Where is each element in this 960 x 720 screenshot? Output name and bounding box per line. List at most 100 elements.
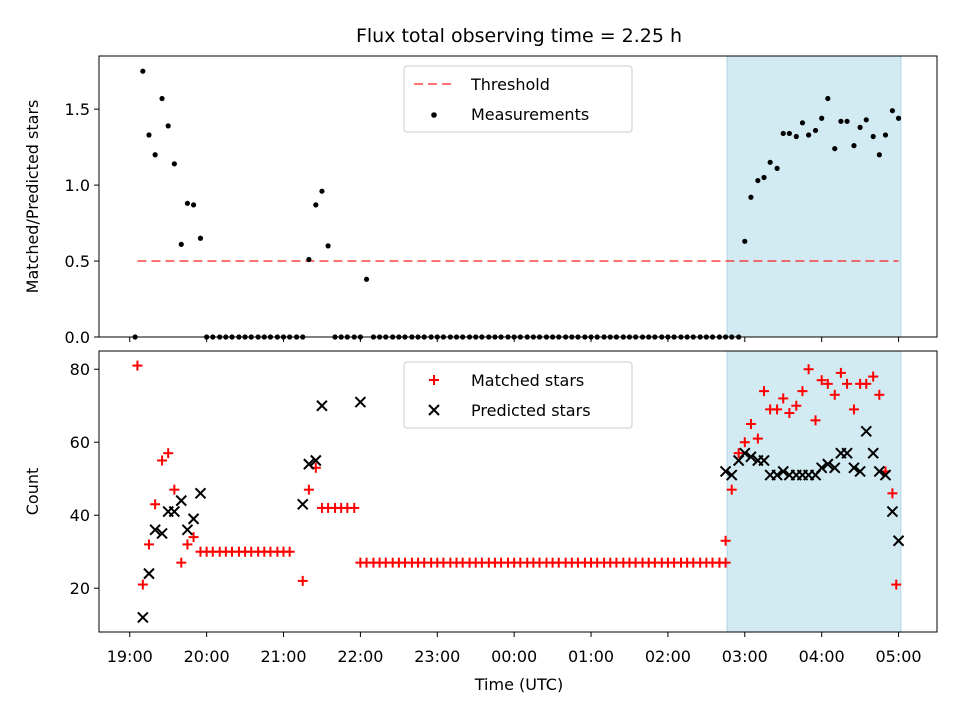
matched-star-point (733, 448, 744, 459)
matched-star-point (303, 484, 314, 495)
predicted-star-point (316, 400, 328, 412)
measurement-point (190, 202, 197, 208)
count-y-tick-label: 20 (70, 579, 90, 598)
predicted-legend-label: Predicted stars (471, 401, 591, 420)
x-tick-label: 03:00 (722, 647, 768, 666)
measurement-point (761, 174, 767, 181)
measurement-point (844, 118, 850, 124)
measurement-point (786, 130, 792, 137)
predicted-star-point (181, 524, 194, 536)
matched-star-point (797, 386, 808, 397)
measurement-point (152, 152, 158, 158)
x-tick-label: 01:00 (568, 647, 614, 666)
matched-star-point (848, 404, 859, 415)
x-tick-label: 04:00 (799, 647, 845, 666)
matched-star-point (182, 539, 193, 550)
measurement-point (882, 132, 889, 138)
x-tick-label: 05:00 (876, 647, 922, 666)
matched-star-point (137, 579, 148, 590)
predicted-star-point (194, 487, 207, 500)
measurement-point (819, 115, 825, 121)
predicted-legend-swatch (428, 404, 440, 416)
measurement-point (851, 143, 857, 149)
measurement-point (313, 202, 319, 208)
x-tick-label: 20:00 (184, 647, 230, 666)
measurement-point (774, 165, 780, 171)
predicted-star-point (860, 425, 872, 437)
ratio-y-tick-label: 0.0 (65, 328, 90, 347)
count-y-tick-label: 80 (70, 360, 90, 379)
x-tick-label: 21:00 (260, 647, 306, 666)
count-highlight-span (726, 350, 902, 633)
measurement-point (857, 124, 863, 130)
measurement-point (363, 276, 370, 282)
matched-star-point (176, 557, 187, 568)
predicted-star-point (815, 462, 828, 474)
predicted-star-point (303, 458, 315, 470)
matched-star-point (874, 389, 885, 400)
predicted-star-point (777, 465, 789, 478)
matched-star-point (803, 364, 814, 375)
matched-star-point (887, 488, 898, 499)
predicted-star-point (739, 447, 751, 459)
predicted-star-point (354, 396, 367, 408)
predicted-star-point (822, 458, 834, 470)
ratio-y-tick-label: 0.5 (65, 252, 90, 271)
matched-star-point (349, 502, 360, 513)
predicted-star-point (879, 469, 892, 481)
measurement-point (799, 120, 806, 126)
measurement-point (159, 95, 165, 102)
measurement-point (319, 188, 325, 194)
predicted-star-point (758, 454, 770, 467)
measurement-point (825, 95, 831, 102)
matched-legend-marker (429, 375, 439, 385)
matched-star-point (778, 393, 789, 404)
x-tick-label: 02:00 (645, 647, 691, 666)
measurement-point (146, 132, 152, 138)
predicted-star-point (156, 527, 168, 540)
ratio-y-tick-label: 1.0 (65, 176, 90, 195)
count-y-axis-label: Count (23, 468, 42, 516)
matched-star-point (157, 455, 168, 466)
predicted-star-point (143, 567, 155, 580)
predicted-star-point (719, 465, 732, 478)
measurement-point (812, 127, 819, 134)
measurement-point (780, 130, 786, 137)
matched-star-point (891, 579, 902, 590)
matched-star-point (726, 484, 737, 495)
matched-star-point (163, 448, 174, 459)
predicted-star-point (745, 451, 757, 463)
predicted-star-point (867, 447, 879, 459)
x-tick-label: 23:00 (414, 647, 460, 666)
chart-title: Flux total observing time = 2.25 h (356, 25, 682, 47)
matched-star-point (284, 546, 295, 557)
count-legend: Matched stars Predicted stars (403, 361, 633, 429)
measurement-point (870, 133, 876, 140)
matched-star-point (297, 575, 308, 586)
x-tick-label: 22:00 (337, 647, 383, 666)
matched-star-point (720, 535, 731, 546)
measurement-point (863, 117, 869, 123)
predicted-star-point (137, 611, 149, 624)
predicted-star-point (187, 513, 200, 525)
count-legend-box (403, 361, 633, 429)
measurement-point (171, 161, 177, 167)
measurement-point (306, 256, 312, 263)
measurement-point (742, 238, 748, 244)
x-tick-label: 19:00 (107, 647, 153, 666)
measurement-point (325, 243, 331, 249)
matched-star-point (829, 389, 840, 400)
matched-star-point (772, 404, 783, 415)
matched-star-point (169, 484, 180, 495)
predicted-star-point (873, 465, 886, 478)
matched-star-point (739, 437, 750, 448)
matched-star-point (784, 408, 795, 419)
matched-star-point (759, 386, 770, 397)
matched-star-point (143, 539, 154, 550)
matched-star-point (150, 499, 161, 510)
predicted-star-point (726, 469, 738, 481)
measurement-point (178, 241, 184, 247)
predicted-star-point (886, 505, 899, 518)
measurement-point (806, 132, 812, 138)
